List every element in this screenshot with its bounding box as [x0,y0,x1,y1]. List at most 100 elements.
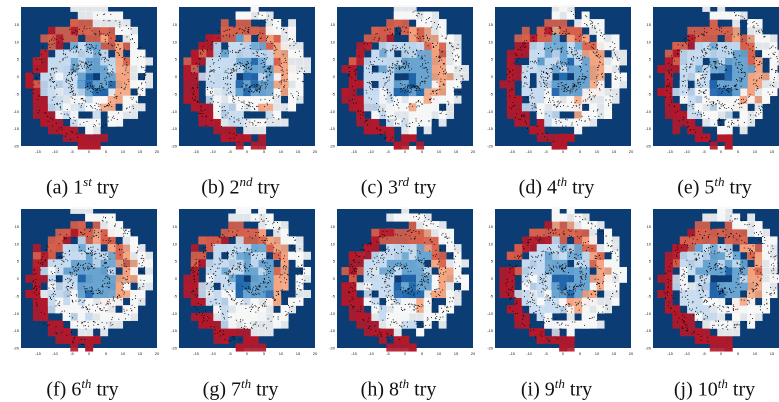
y-tick-label: 10 [173,241,178,246]
y-tick-label: 15 [173,22,178,27]
y-tick-label: -10 [13,109,20,114]
x-tick-label: 20 [155,351,160,356]
y-tick-label: -5 [15,293,19,298]
x-tick-label: 15 [296,149,301,154]
x-tick-label: 15 [138,351,143,356]
y-tick-label: -20 [13,346,20,351]
y-tick-label: -15 [487,328,494,333]
y-tick-label: 15 [15,22,20,27]
y-tick-label: -5 [15,91,19,96]
x-tick-label: -15 [351,351,358,356]
x-tick-label: 0 [562,351,565,356]
caption-suffix: try [572,176,595,199]
y-tick-label: -15 [13,126,20,131]
x-tick-label: -15 [351,149,358,154]
caption-prefix: (c) [360,176,383,199]
y-tick-label: 10 [15,39,20,44]
caption-prefix: (j) [673,378,693,401]
caption-suffix: try [414,176,437,199]
caption-number: 9 [544,378,555,401]
y-tick-label: -20 [329,144,336,149]
x-tick-label: 15 [770,149,775,154]
caption-number: 2 [229,176,240,199]
y-tick-label: 15 [489,22,494,27]
y-tick-label: -20 [487,144,494,149]
panel-caption: (a) 1st try [5,174,160,200]
x-tick-label: 5 [579,351,582,356]
x-tick-label: 10 [753,149,758,154]
x-tick-label: 10 [121,351,126,356]
x-tick-label: -15 [509,149,516,154]
y-tick-label: 15 [173,224,178,229]
x-tick-label: 15 [454,351,459,356]
caption-ordinal: rd [397,174,410,189]
x-tick-label: -5 [702,149,706,154]
caption-ordinal: th [717,376,728,391]
caption-suffix: try [414,378,437,401]
x-tick-label: -10 [368,351,375,356]
x-tick-label: -15 [193,149,200,154]
y-tick-label: -20 [329,346,336,351]
y-tick-label: 5 [491,259,494,264]
x-tick-label: 20 [629,149,634,154]
x-tick-label: -5 [70,351,74,356]
x-tick-label: 0 [562,149,565,154]
y-tick-label: -10 [645,109,652,114]
panel-caption: (f) 6th try [5,376,160,402]
caption-number: 8 [388,378,399,401]
panel-caption: (g) 7th try [163,376,318,402]
y-tick-label: 10 [15,241,20,246]
y-tick-label: 0 [17,276,20,281]
caption-prefix: (h) [360,378,384,401]
x-tick-label: 20 [471,149,476,154]
x-tick-label: -10 [684,149,691,154]
y-tick-label: -5 [173,293,177,298]
y-tick-label: -15 [13,328,20,333]
x-tick-label: 15 [138,149,143,154]
x-tick-label: 10 [595,149,600,154]
y-tick-label: -20 [13,144,20,149]
sample-points [348,10,464,141]
x-tick-label: -5 [70,149,74,154]
x-tick-label: 20 [471,351,476,356]
x-tick-label: 20 [629,351,634,356]
x-tick-label: 0 [404,149,407,154]
sample-points [191,12,305,143]
y-tick-label: -15 [645,328,652,333]
x-tick-label: 0 [246,351,249,356]
y-tick-label: 5 [649,57,652,62]
x-tick-label: 5 [579,149,582,154]
caption-prefix: (b) [201,176,225,199]
caption-ordinal: th [240,376,252,391]
y-tick-label: -10 [329,109,336,114]
x-tick-label: -10 [368,149,375,154]
x-tick-label: 0 [88,351,91,356]
y-tick-label: -5 [647,293,651,298]
y-tick-label: 0 [175,74,178,79]
sample-points [663,215,779,342]
y-tick-label: -15 [171,328,178,333]
y-tick-label: -20 [645,346,652,351]
y-tick-label: -10 [487,311,494,316]
y-tick-label: -20 [171,346,178,351]
y-tick-label: -10 [171,311,178,316]
x-tick-label: -10 [52,351,59,356]
sample-points [506,11,622,143]
y-tick-label: 5 [491,57,494,62]
caption-suffix: try [96,378,119,401]
x-tick-label: -5 [228,149,232,154]
caption-number: 1 [73,176,84,199]
x-tick-label: -5 [702,351,706,356]
x-tick-label: 10 [437,351,442,356]
x-tick-label: -15 [667,149,674,154]
y-tick-label: 5 [175,259,178,264]
sample-points [505,215,622,342]
x-tick-label: -10 [526,351,533,356]
x-tick-label: -5 [544,149,548,154]
x-tick-label: -15 [35,351,42,356]
